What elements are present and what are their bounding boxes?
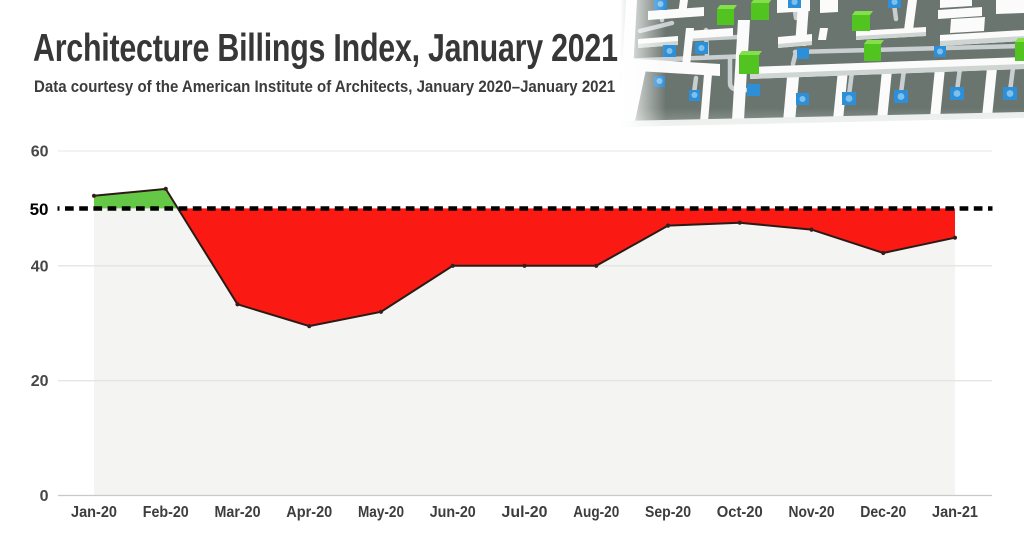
- svg-text:40: 40: [31, 258, 49, 275]
- svg-text:60: 60: [31, 144, 49, 161]
- svg-text:0: 0: [40, 488, 49, 505]
- svg-text:Jan-20: Jan-20: [71, 504, 117, 521]
- svg-text:Oct-20: Oct-20: [717, 504, 763, 521]
- svg-text:Jul-20: Jul-20: [502, 504, 548, 521]
- svg-text:20: 20: [31, 373, 49, 390]
- svg-text:Jan-21: Jan-21: [932, 504, 978, 521]
- svg-text:Dec-20: Dec-20: [860, 504, 906, 521]
- svg-text:Mar-20: Mar-20: [215, 504, 261, 521]
- svg-text:Nov-20: Nov-20: [789, 504, 835, 521]
- svg-text:Aug-20: Aug-20: [573, 504, 619, 521]
- svg-text:Jun-20: Jun-20: [430, 504, 476, 521]
- svg-text:Feb-20: Feb-20: [143, 504, 189, 521]
- svg-text:50: 50: [30, 200, 49, 219]
- svg-text:May-20: May-20: [358, 504, 404, 521]
- svg-text:Apr-20: Apr-20: [286, 504, 332, 521]
- svg-text:Sep-20: Sep-20: [645, 504, 691, 521]
